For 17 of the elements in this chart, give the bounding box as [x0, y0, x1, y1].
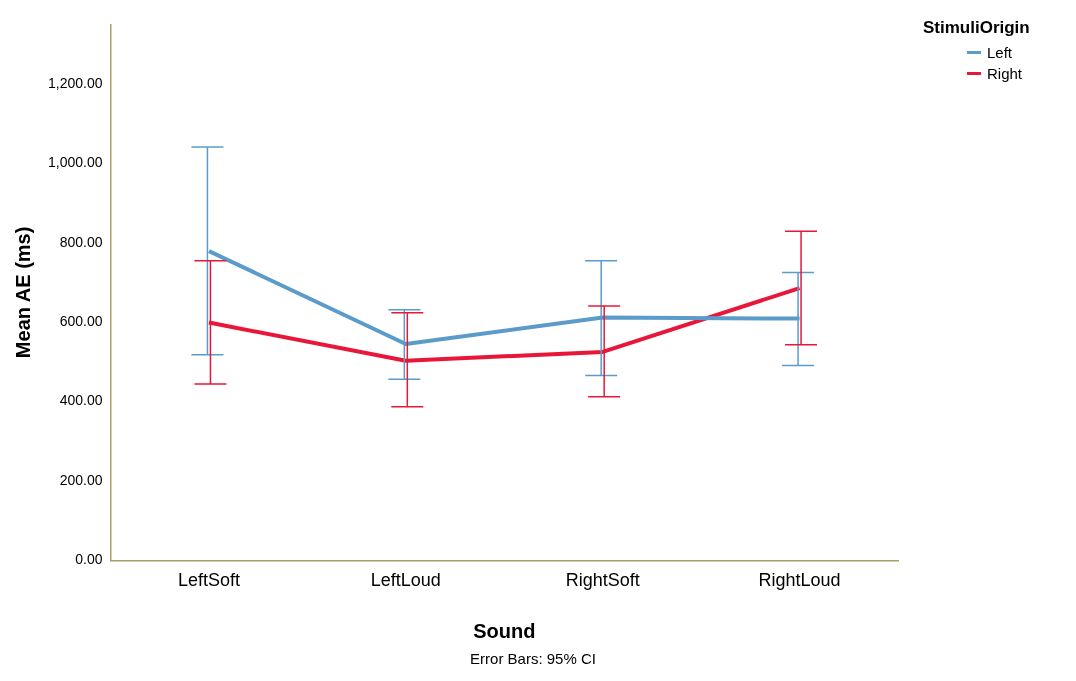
y-tick-label: 1,200.00 — [48, 74, 103, 91]
legend-label: Right — [987, 65, 1023, 82]
legend-title: StimuliOrigin — [923, 18, 1030, 38]
y-tick-label: 0.00 — [75, 551, 103, 568]
x-tick-label: RightLoud — [758, 570, 841, 591]
x-tick-label: LeftLoud — [370, 570, 441, 591]
y-tick-label: 400.00 — [59, 392, 103, 409]
x-tick-label: LeftSoft — [177, 570, 240, 591]
y-tick-label: 800.00 — [59, 233, 103, 250]
x-tick-label: RightSoft — [565, 570, 640, 591]
x-axis-title: Sound — [473, 619, 536, 642]
y-tick-label: 200.00 — [59, 471, 103, 488]
y-axis-title: Mean AE (ms) — [11, 226, 34, 359]
y-tick-label: 600.00 — [59, 313, 103, 330]
legend-label: Left — [987, 44, 1013, 61]
y-tick-label: 1,000.00 — [48, 154, 103, 171]
text: Error Bars: 95% CI — [469, 650, 597, 667]
